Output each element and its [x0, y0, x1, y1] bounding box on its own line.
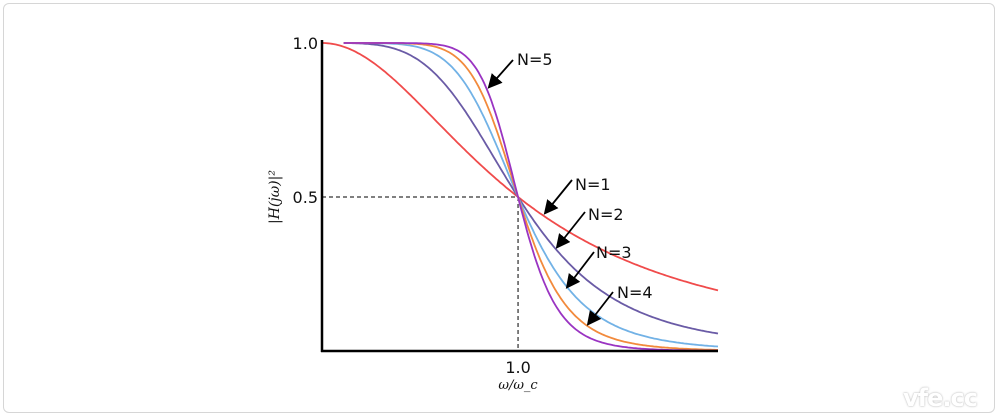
annotation-arrow	[555, 211, 586, 249]
series-line-n-1	[322, 42, 719, 292]
x-axis-label: ω/ω_c	[498, 378, 538, 393]
y-axis-label: |H(jω)|²	[267, 170, 283, 224]
series-label: N=5	[517, 50, 553, 69]
annotation-arrow	[586, 291, 614, 326]
series-label: N=1	[575, 175, 611, 194]
y-tick-label: 0.5	[293, 188, 318, 207]
chart-frame	[3, 3, 995, 413]
series-line-n-2	[343, 42, 719, 335]
series-label: N=3	[596, 243, 632, 262]
series-line-n-5	[343, 42, 718, 352]
annotation-arrow	[543, 179, 573, 215]
watermark-logo: vfe.cc	[903, 384, 978, 412]
series-label: N=2	[588, 205, 624, 224]
annotation-arrow	[565, 251, 595, 289]
annotation-arrow	[487, 59, 514, 89]
y-tick-label: 1.0	[293, 34, 318, 53]
series-label: N=4	[617, 283, 653, 302]
series-line-n-4	[343, 42, 718, 351]
x-tick-label: 1.0	[505, 358, 530, 377]
series-line-n-3	[343, 42, 719, 348]
